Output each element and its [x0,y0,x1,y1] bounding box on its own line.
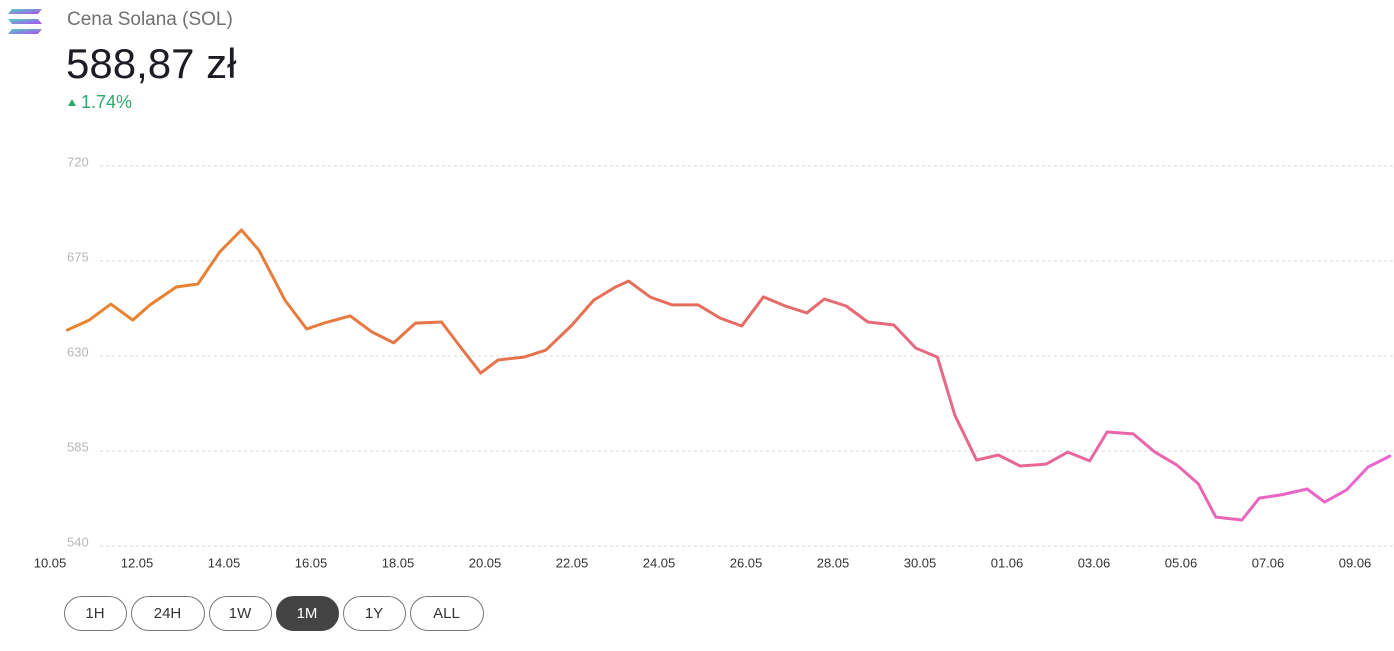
y-tick-label: 630 [67,344,89,359]
range-button-label[interactable]: 1W [229,605,252,622]
range-button[interactable] [131,596,205,631]
x-tick-label: 12.05 [121,555,154,570]
x-tick-label: 05.06 [1165,555,1198,570]
x-tick-label: 07.06 [1252,555,1285,570]
x-tick-label: 20.05 [469,555,502,570]
range-button[interactable] [209,596,272,631]
x-tick-label: 10.05 [34,555,67,570]
x-tick-label: 18.05 [382,555,415,570]
x-tick-label: 26.05 [730,555,763,570]
logo [8,9,42,34]
x-tick-label: 22.05 [556,555,589,570]
x-tick-label: 24.05 [643,555,676,570]
range-button-label[interactable]: 1H [85,605,104,622]
range-button-label[interactable]: 1Y [365,605,383,622]
x-tick-label: 14.05 [208,555,241,570]
range-button[interactable] [276,596,339,631]
change: 1.74% [81,92,132,112]
x-tick-label: 01.06 [991,555,1024,570]
range-button-label[interactable]: ALL [433,605,460,622]
price-line [65,228,1392,522]
up-arrow [68,99,76,106]
title: Cena Solana (SOL) [67,9,233,30]
range-button[interactable] [64,596,127,631]
y-tick-label: 585 [67,439,89,454]
range-button[interactable] [410,596,484,631]
range-button-label[interactable]: 1M [297,605,318,622]
range-button[interactable] [343,596,406,631]
x-tick-label: 28.05 [817,555,850,570]
y-tick-label: 540 [67,534,89,549]
x-tick-label: 09.06 [1339,555,1372,570]
range-button-label[interactable]: 24H [154,605,182,622]
y-tick-label: 675 [67,249,89,264]
price: 588,87 zł [66,40,237,87]
x-tick-label: 30.05 [904,555,937,570]
y-tick-label: 720 [67,154,89,169]
x-tick-label: 16.05 [295,555,328,570]
x-tick-label: 03.06 [1078,555,1111,570]
